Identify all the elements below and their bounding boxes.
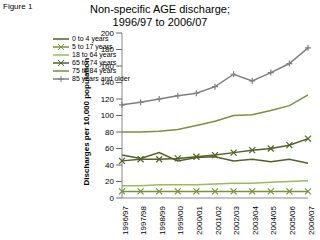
svg-text:200: 200 [101,29,115,38]
svg-text:1999/00: 1999/00 [176,205,185,234]
svg-text:60: 60 [105,144,114,153]
svg-text:Discharges per 10,000 populati: Discharges per 10,000 population [82,58,91,186]
svg-text:180: 180 [101,45,115,54]
svg-text:2006/07: 2006/07 [307,205,312,234]
svg-text:120: 120 [101,95,115,104]
svg-text:1997/98: 1997/98 [139,205,148,234]
svg-text:1996/97: 1996/97 [121,205,130,234]
svg-text:2001/02: 2001/02 [214,205,223,234]
svg-text:2003/04: 2003/04 [251,205,260,234]
svg-text:20: 20 [105,177,114,186]
svg-text:2000/01: 2000/01 [195,205,204,234]
svg-text:2002/03: 2002/03 [232,205,241,234]
svg-text:40: 40 [105,161,114,170]
svg-text:160: 160 [101,62,115,71]
svg-text:0: 0 [110,194,115,203]
svg-text:140: 140 [101,78,115,87]
svg-text:1998/99: 1998/99 [158,205,167,234]
svg-text:2005/06: 2005/06 [288,205,297,234]
svg-text:80: 80 [105,128,114,137]
svg-text:2004/05: 2004/05 [269,205,278,234]
svg-text:100: 100 [101,111,115,120]
